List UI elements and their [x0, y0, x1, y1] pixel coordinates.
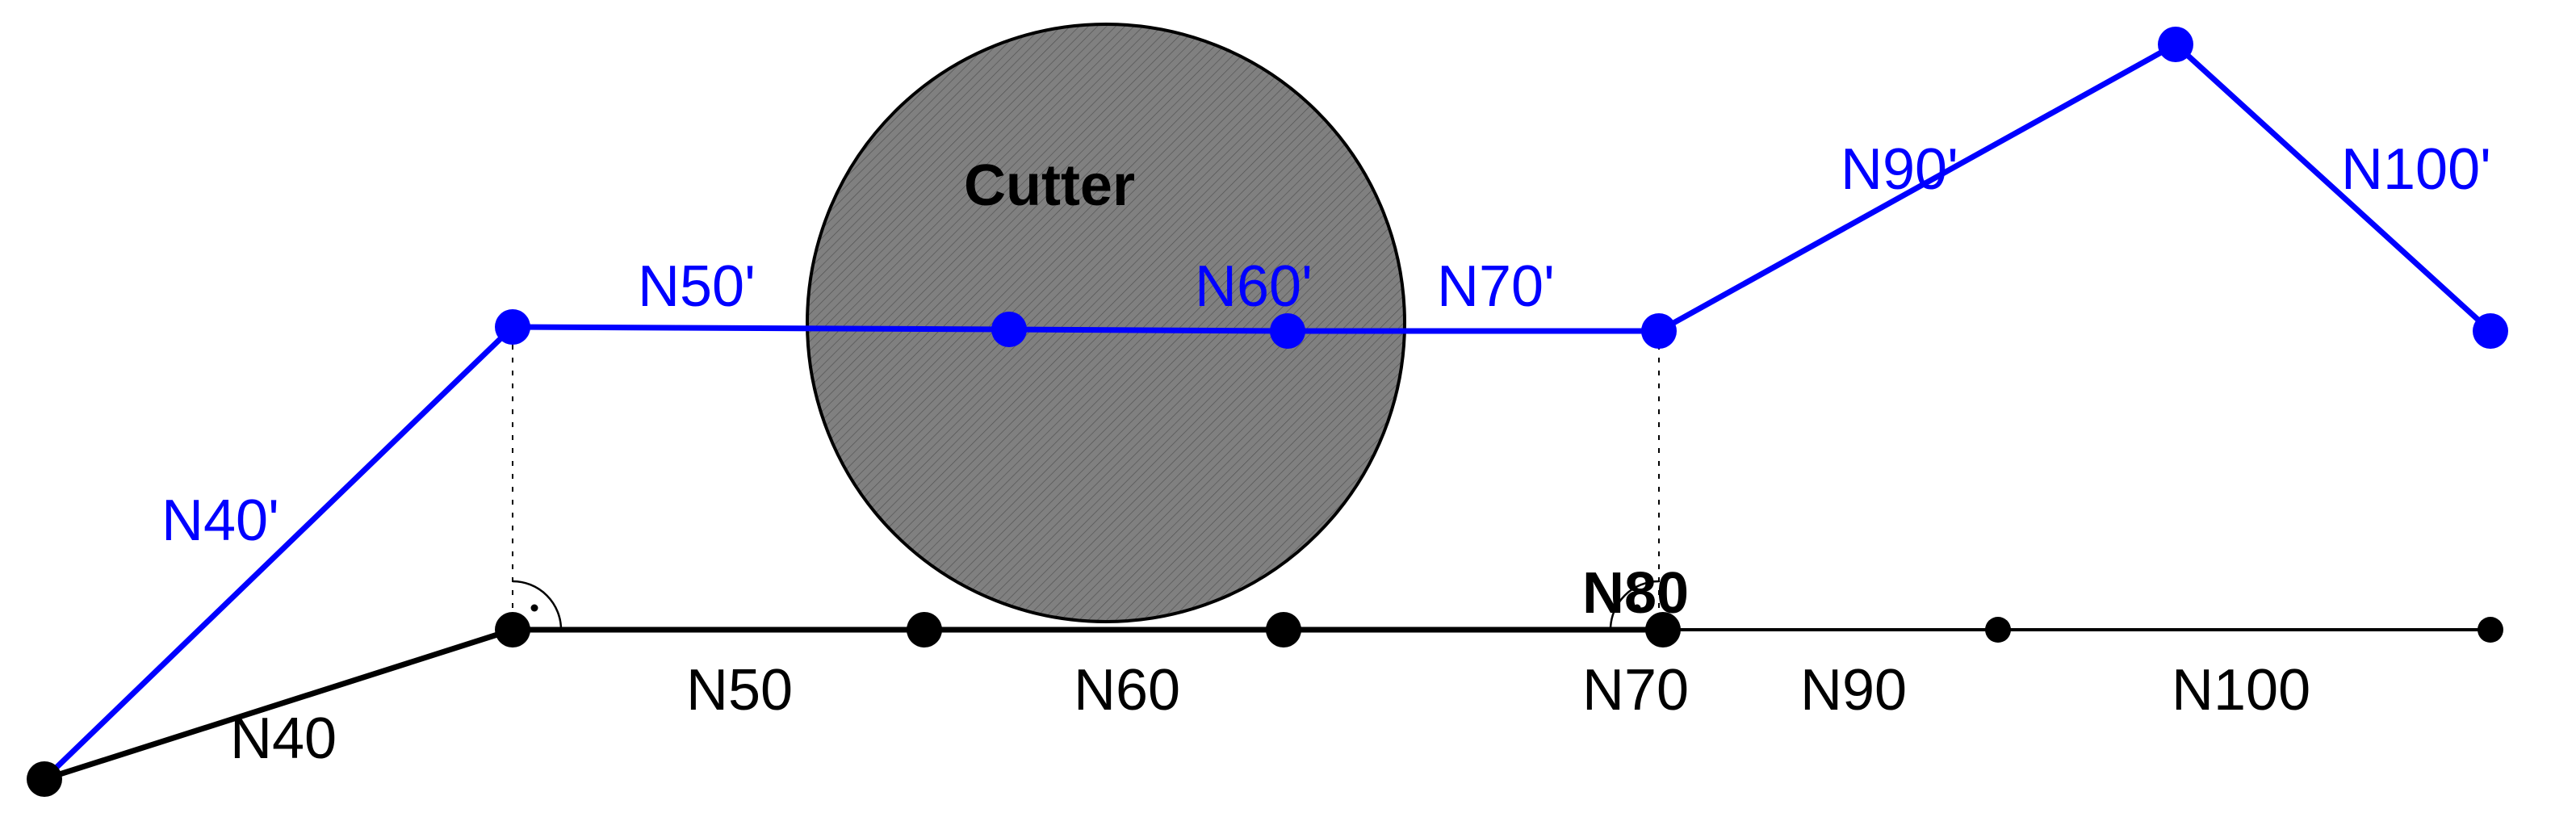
black-label-N90: N90 [1800, 658, 1907, 723]
black-label-N70: N70 [1582, 658, 1689, 723]
blue-point-N50p [495, 309, 530, 345]
blue-point-N100p [2473, 313, 2508, 349]
cutter-circle [807, 24, 1405, 622]
black-point-start [27, 761, 62, 797]
black-point-N70 [1266, 612, 1301, 647]
cutter-label: Cutter [964, 153, 1135, 218]
black-point-N100 [2478, 617, 2503, 643]
black-label-N50: N50 [686, 658, 793, 723]
blue-point-N60p [991, 312, 1027, 347]
black-point-N60 [907, 612, 942, 647]
black-label-N100: N100 [2172, 658, 2310, 723]
blue-label-N90': N90' [1841, 137, 1958, 202]
blue-label-N100': N100' [2341, 137, 2491, 202]
black-label-N40: N40 [230, 706, 337, 771]
blue-label-N70': N70' [1437, 254, 1555, 319]
black-point-N90 [1985, 617, 2011, 643]
blue-point-N80p [1641, 313, 1677, 349]
black-label-N80: N80 [1582, 561, 1689, 626]
blue-label-N40': N40' [161, 488, 279, 553]
blue-label-N50': N50' [638, 254, 756, 319]
blue-point-N90p [2158, 27, 2193, 62]
black-point-N50 [495, 612, 530, 647]
black-label-N60: N60 [1074, 658, 1180, 723]
blue-label-N60': N60' [1195, 254, 1313, 319]
right-angle-dot-0 [531, 605, 538, 612]
